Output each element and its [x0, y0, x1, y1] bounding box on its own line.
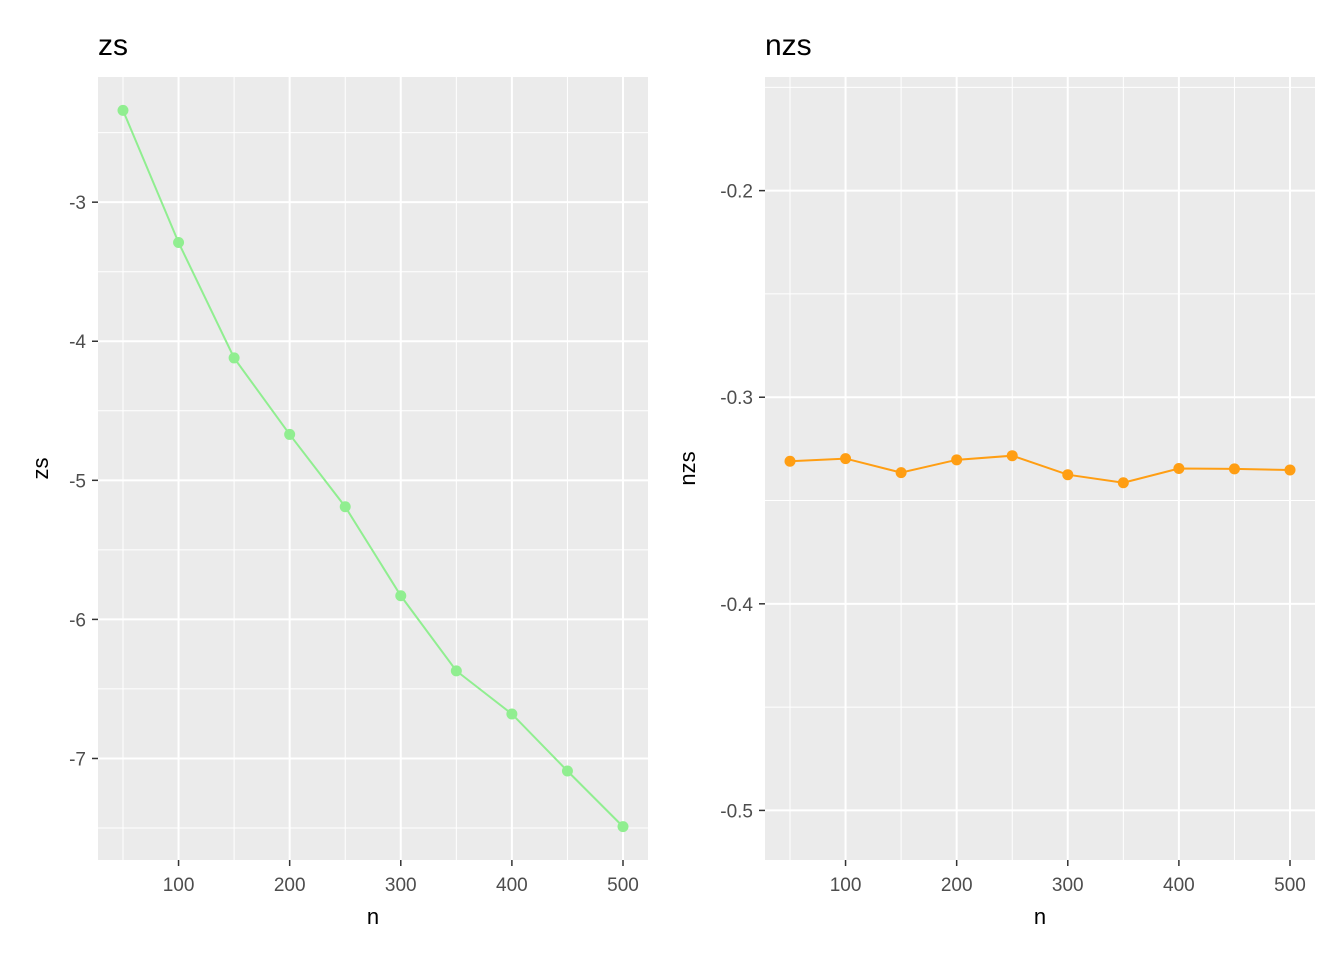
x-axis-title: n [367, 904, 379, 929]
x-tick-label: 500 [1274, 875, 1306, 896]
data-point [228, 352, 240, 364]
y-tick-label: -0.5 [720, 801, 753, 822]
y-tick-label: -6 [69, 610, 86, 631]
x-tick-label: 400 [496, 875, 528, 896]
data-point [506, 708, 518, 720]
x-tick-label: 300 [385, 875, 417, 896]
data-point [1006, 450, 1018, 462]
y-axis-title: nzs [675, 451, 700, 485]
y-tick-label: -5 [69, 471, 86, 492]
data-point [561, 765, 573, 777]
y-tick-label: -3 [69, 193, 86, 214]
x-tick-label: 100 [163, 875, 195, 896]
data-point [339, 501, 351, 513]
data-point [284, 428, 296, 440]
data-point [117, 104, 129, 116]
y-tick-label: -0.4 [720, 595, 753, 616]
y-tick-label: -0.2 [720, 182, 753, 203]
y-tick-label: -7 [69, 749, 86, 770]
panel-zs: 100 200 300 400 500 -7 -6 -5 -4 -3 zs n zs [28, 29, 648, 929]
x-tick-label: 400 [1163, 875, 1195, 896]
chart-title: nzs [765, 29, 812, 62]
x-tick-label: 200 [274, 875, 306, 896]
x-axis-title: n [1034, 904, 1046, 929]
series-line [789, 454, 1291, 484]
y-tick-label: -4 [69, 332, 86, 353]
data-point [1062, 469, 1074, 481]
data-point [1228, 463, 1240, 475]
x-tick-label: 300 [1052, 875, 1084, 896]
x-tick-label: 500 [607, 875, 639, 896]
data-point [951, 454, 963, 466]
series-line [122, 109, 624, 828]
x-tick-label: 100 [830, 875, 862, 896]
data-point [1173, 463, 1185, 474]
data-point [395, 590, 407, 602]
data-point [784, 455, 796, 467]
data-point [617, 821, 629, 833]
y-tick-label: -0.3 [720, 388, 753, 409]
plot-background [98, 77, 648, 860]
y-axis-title: zs [28, 458, 53, 480]
panel-nzs: 100 200 300 400 500 -0.5 -0.4 -0.3 -0.2 nzs n nzs [675, 29, 1315, 929]
data-point [895, 467, 907, 479]
data-point [1117, 477, 1129, 489]
data-point [450, 665, 462, 677]
x-tick-label: 200 [941, 875, 973, 896]
data-point [173, 237, 185, 249]
data-point [1284, 464, 1296, 476]
chart-title: zs [98, 29, 128, 62]
data-point [840, 453, 852, 465]
